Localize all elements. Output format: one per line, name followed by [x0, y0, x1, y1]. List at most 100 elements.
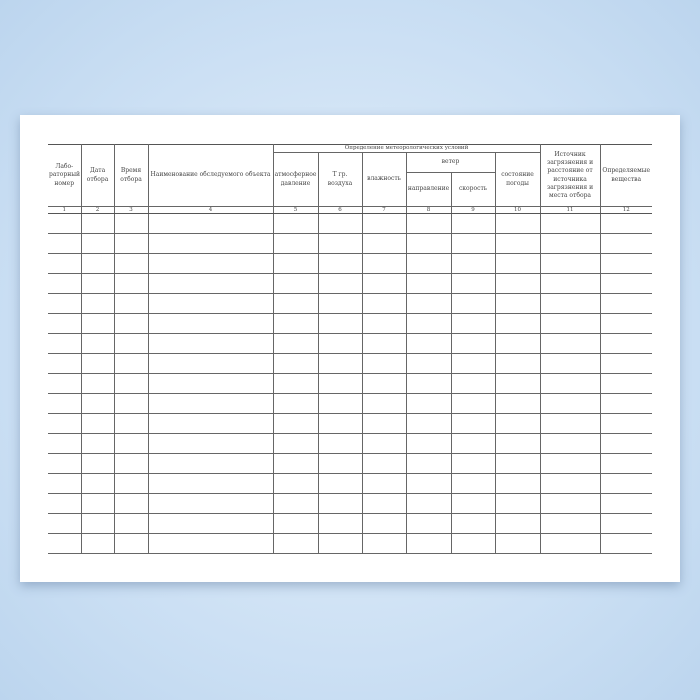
table-cell[interactable]: [48, 433, 82, 454]
table-cell[interactable]: [539, 473, 601, 494]
table-cell[interactable]: [494, 253, 541, 274]
table-cell[interactable]: [494, 313, 541, 334]
table-cell[interactable]: [113, 533, 149, 554]
table-cell[interactable]: [147, 373, 274, 394]
table-cell[interactable]: [113, 233, 149, 254]
table-cell[interactable]: [317, 533, 363, 554]
table-cell[interactable]: [450, 433, 496, 454]
table-cell[interactable]: [48, 473, 82, 494]
table-cell[interactable]: [113, 313, 149, 334]
table-cell[interactable]: [361, 293, 407, 314]
table-cell[interactable]: [80, 533, 115, 554]
table-cell[interactable]: [494, 213, 541, 234]
table-cell[interactable]: [147, 513, 274, 534]
table-cell[interactable]: [494, 413, 541, 434]
table-cell[interactable]: [147, 333, 274, 354]
table-cell[interactable]: [147, 353, 274, 374]
table-cell[interactable]: [361, 253, 407, 274]
table-cell[interactable]: [80, 293, 115, 314]
table-cell[interactable]: [494, 473, 541, 494]
table-cell[interactable]: [80, 333, 115, 354]
table-cell[interactable]: [48, 353, 82, 374]
table-cell[interactable]: [361, 413, 407, 434]
table-cell[interactable]: [48, 373, 82, 394]
table-cell[interactable]: [494, 333, 541, 354]
table-cell[interactable]: [450, 413, 496, 434]
table-cell[interactable]: [113, 433, 149, 454]
table-cell[interactable]: [317, 513, 363, 534]
table-cell[interactable]: [272, 233, 319, 254]
table-cell[interactable]: [494, 233, 541, 254]
table-cell[interactable]: [317, 293, 363, 314]
table-cell[interactable]: [113, 273, 149, 294]
table-cell[interactable]: [113, 333, 149, 354]
table-cell[interactable]: [599, 333, 653, 354]
table-cell[interactable]: [494, 273, 541, 294]
table-cell[interactable]: [48, 493, 82, 514]
table-cell[interactable]: [539, 393, 601, 414]
table-cell[interactable]: [405, 333, 452, 354]
table-cell[interactable]: [147, 413, 274, 434]
table-cell[interactable]: [317, 333, 363, 354]
table-cell[interactable]: [272, 313, 319, 334]
table-cell[interactable]: [450, 213, 496, 234]
table-cell[interactable]: [539, 353, 601, 374]
table-cell[interactable]: [272, 413, 319, 434]
table-cell[interactable]: [405, 213, 452, 234]
table-cell[interactable]: [450, 513, 496, 534]
table-cell[interactable]: [361, 533, 407, 554]
table-cell[interactable]: [405, 233, 452, 254]
table-cell[interactable]: [80, 433, 115, 454]
table-cell[interactable]: [450, 333, 496, 354]
table-cell[interactable]: [317, 213, 363, 234]
table-cell[interactable]: [147, 393, 274, 414]
table-cell[interactable]: [450, 493, 496, 514]
table-cell[interactable]: [450, 373, 496, 394]
table-cell[interactable]: [48, 213, 82, 234]
table-cell[interactable]: [361, 333, 407, 354]
table-cell[interactable]: [405, 353, 452, 374]
table-cell[interactable]: [450, 353, 496, 374]
table-cell[interactable]: [494, 493, 541, 514]
table-cell[interactable]: [272, 293, 319, 314]
table-cell[interactable]: [405, 273, 452, 294]
table-cell[interactable]: [361, 493, 407, 514]
table-cell[interactable]: [539, 233, 601, 254]
table-cell[interactable]: [113, 473, 149, 494]
table-cell[interactable]: [272, 333, 319, 354]
table-cell[interactable]: [361, 453, 407, 474]
table-cell[interactable]: [48, 513, 82, 534]
table-cell[interactable]: [405, 373, 452, 394]
table-cell[interactable]: [80, 393, 115, 414]
table-cell[interactable]: [450, 393, 496, 414]
table-cell[interactable]: [405, 533, 452, 554]
table-cell[interactable]: [272, 513, 319, 534]
table-cell[interactable]: [317, 433, 363, 454]
table-cell[interactable]: [539, 453, 601, 474]
table-cell[interactable]: [48, 453, 82, 474]
table-cell[interactable]: [80, 253, 115, 274]
table-cell[interactable]: [48, 273, 82, 294]
table-cell[interactable]: [147, 293, 274, 314]
table-cell[interactable]: [599, 253, 653, 274]
table-cell[interactable]: [147, 253, 274, 274]
table-cell[interactable]: [48, 253, 82, 274]
table-cell[interactable]: [494, 353, 541, 374]
table-cell[interactable]: [113, 213, 149, 234]
table-cell[interactable]: [539, 513, 601, 534]
table-cell[interactable]: [450, 313, 496, 334]
table-cell[interactable]: [48, 333, 82, 354]
table-cell[interactable]: [450, 253, 496, 274]
table-cell[interactable]: [113, 373, 149, 394]
table-cell[interactable]: [450, 473, 496, 494]
table-cell[interactable]: [405, 313, 452, 334]
table-cell[interactable]: [361, 373, 407, 394]
table-cell[interactable]: [272, 253, 319, 274]
table-cell[interactable]: [48, 413, 82, 434]
table-cell[interactable]: [539, 373, 601, 394]
table-cell[interactable]: [405, 253, 452, 274]
table-cell[interactable]: [539, 213, 601, 234]
table-cell[interactable]: [113, 293, 149, 314]
table-cell[interactable]: [147, 453, 274, 474]
table-cell[interactable]: [272, 213, 319, 234]
